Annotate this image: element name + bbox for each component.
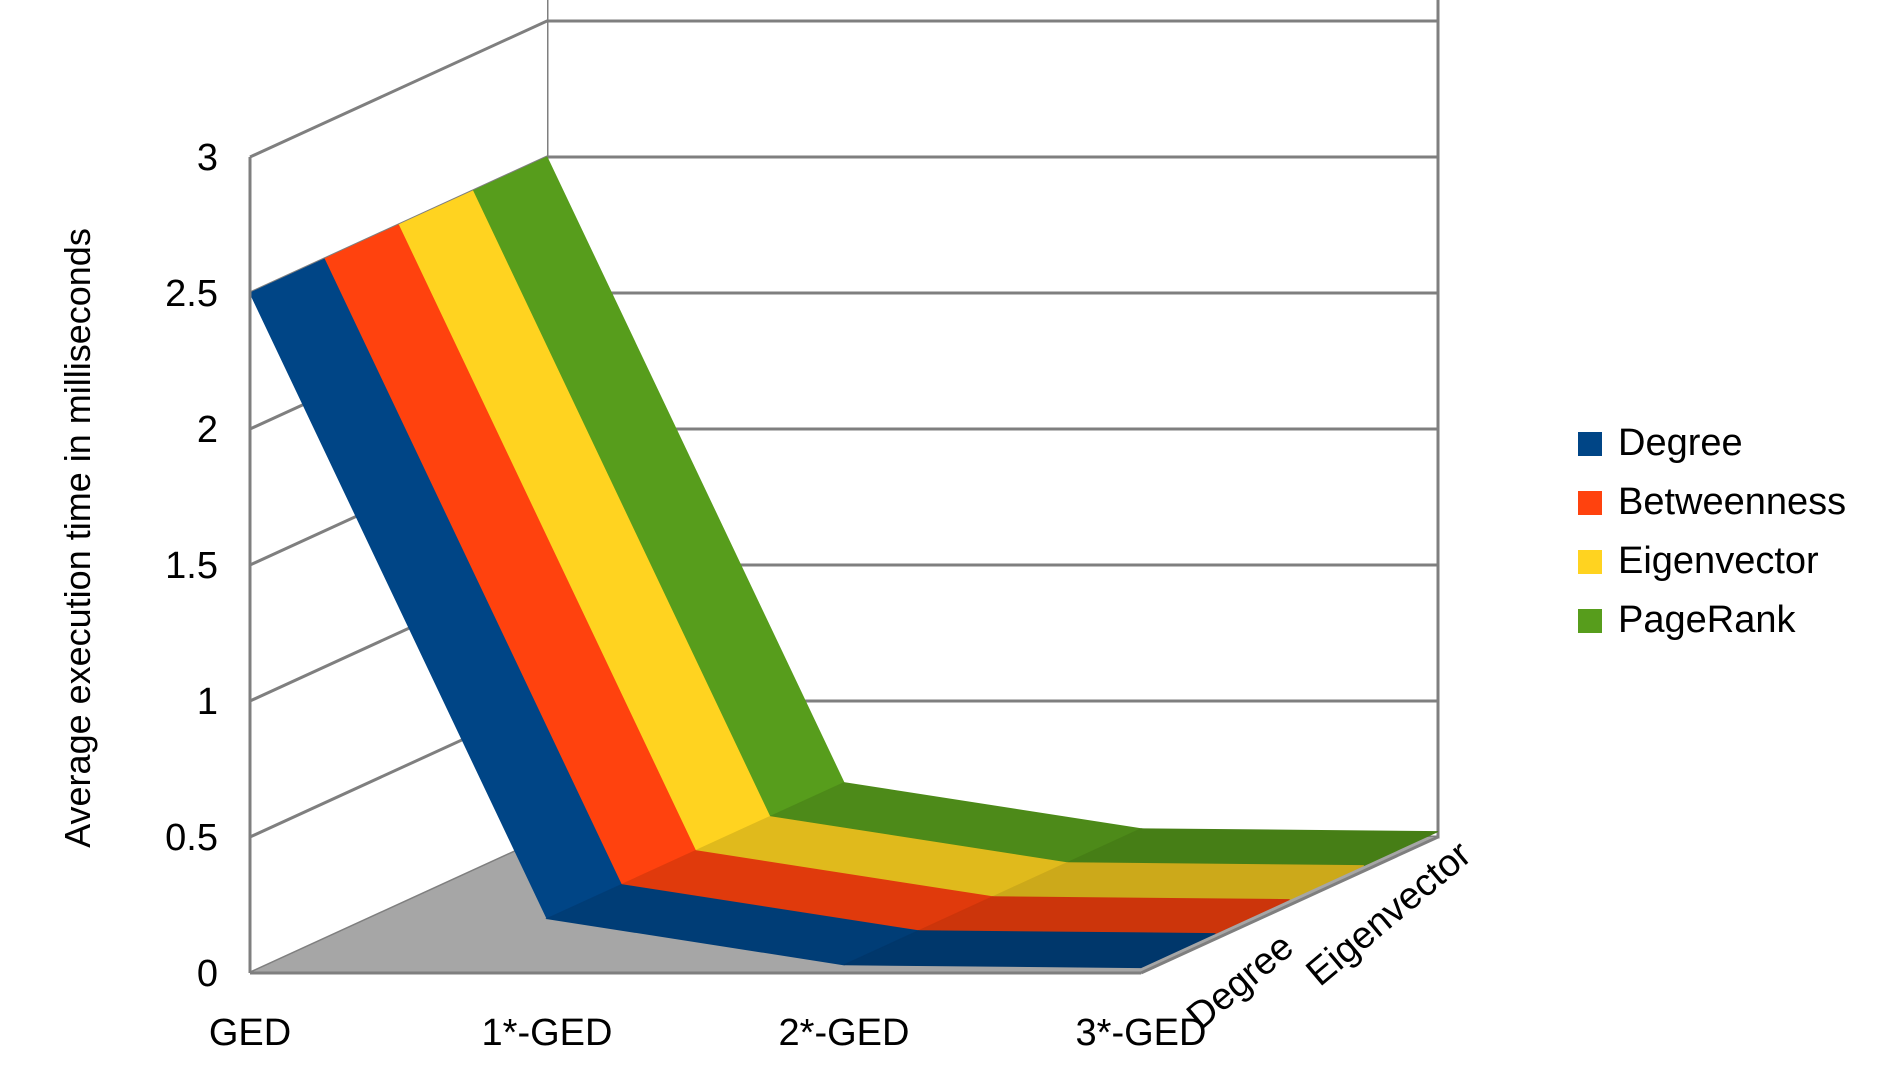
x-tick-label: GED (209, 1012, 291, 1054)
y-tick-label: 2 (197, 409, 218, 451)
legend-swatch (1578, 550, 1602, 574)
legend-swatch (1578, 491, 1602, 515)
legend-label: Eigenvector (1618, 540, 1819, 582)
legend-swatch (1578, 432, 1602, 456)
x-tick-label: 2*-GED (779, 1012, 910, 1054)
y-tick-label: 0.5 (165, 817, 218, 859)
x-tick-label: 1*-GED (482, 1012, 613, 1054)
legend-label: Degree (1618, 422, 1743, 464)
x-tick-label: 3*-GED (1076, 1012, 1207, 1054)
legend-swatch (1578, 609, 1602, 633)
legend-label: PageRank (1618, 599, 1796, 641)
y-tick-label: 2.5 (165, 273, 218, 315)
y-axis-title: Average execution time in milliseconds (57, 228, 98, 848)
legend-label: Betweenness (1618, 481, 1846, 523)
y-tick-label: 1.5 (165, 545, 218, 587)
y-tick-label: 0 (197, 953, 218, 995)
y-tick-label: 3 (197, 137, 218, 179)
chart-legend: Degree Betweenness Eigenvector PageRank (1578, 422, 1846, 641)
y-tick-label: 1 (197, 681, 218, 723)
